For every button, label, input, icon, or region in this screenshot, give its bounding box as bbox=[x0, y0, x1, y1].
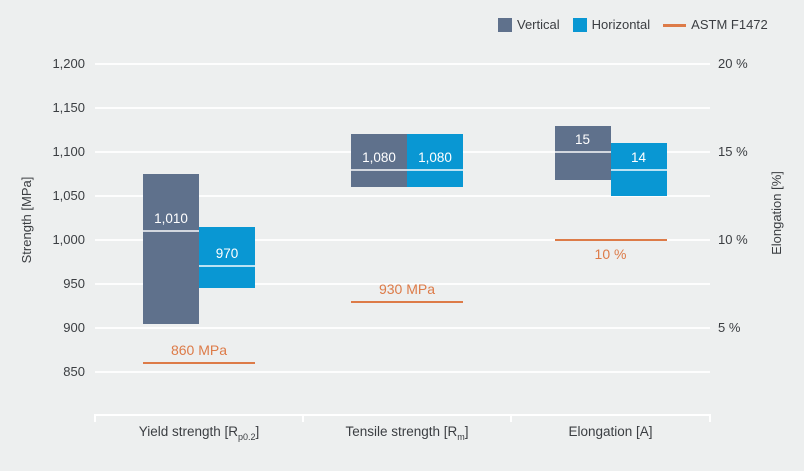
bar-value-label: 970 bbox=[215, 246, 239, 262]
right-axis-tick-label: 5 % bbox=[718, 320, 741, 335]
x-axis-line bbox=[95, 414, 710, 416]
y-axis-tick-label: 1,000 bbox=[52, 232, 85, 247]
y-axis-tick-label: 1,200 bbox=[52, 56, 85, 71]
category-tick bbox=[302, 414, 304, 422]
gridline bbox=[95, 371, 710, 373]
bar-horizontal-yield-strength bbox=[199, 226, 255, 289]
bar-mean-line bbox=[351, 168, 407, 171]
bar-mean-line bbox=[554, 151, 611, 153]
y-axis-tick-label: 1,050 bbox=[52, 188, 85, 203]
category-tick bbox=[709, 414, 711, 422]
elongation-axis-title: Elongation [%] bbox=[769, 171, 784, 255]
legend-item-vertical: Vertical bbox=[498, 18, 560, 32]
reference-line-label: 860 MPa bbox=[170, 342, 228, 359]
bar-value-label: 1,080 bbox=[362, 149, 396, 165]
reference-line bbox=[143, 362, 255, 365]
category-label-tensile-strength: Tensile strength [Rm] bbox=[345, 424, 469, 442]
y-axis-tick-label: 1,150 bbox=[52, 100, 85, 115]
reference-line bbox=[554, 239, 667, 241]
category-tick bbox=[510, 414, 512, 422]
gridline bbox=[95, 283, 710, 285]
bar-mean-line bbox=[199, 265, 255, 268]
gridline bbox=[95, 107, 710, 109]
reference-line bbox=[351, 300, 463, 303]
vertical-series-swatch bbox=[498, 18, 512, 32]
bar-value-label: 14 bbox=[630, 149, 647, 165]
right-axis-tick-label: 10 % bbox=[718, 232, 748, 247]
right-axis-tick-label: 15 % bbox=[718, 144, 748, 159]
right-axis-tick-label: 20 % bbox=[718, 56, 748, 71]
gridline bbox=[95, 63, 710, 65]
bar-mean-line bbox=[407, 168, 463, 171]
legend-label: Horizontal bbox=[591, 17, 651, 32]
legend-label: Vertical bbox=[517, 17, 560, 32]
bar-vertical-yield-strength bbox=[143, 174, 199, 324]
y-axis-tick-label: 1,100 bbox=[52, 144, 85, 159]
y-axis-tick-label: 950 bbox=[63, 276, 85, 291]
legend-item-horizontal: Horizontal bbox=[572, 17, 651, 32]
legend-item-astm-f1472: ASTM F1472 bbox=[663, 18, 768, 32]
gridline bbox=[95, 327, 710, 329]
horizontal-series-swatch bbox=[572, 18, 587, 32]
category-label-elongation: Elongation [A] bbox=[568, 424, 653, 439]
legend-label: ASTM F1472 bbox=[691, 17, 768, 32]
reference-line-label: 930 MPa bbox=[378, 280, 436, 297]
y-axis-tick-label: 850 bbox=[63, 364, 85, 379]
bar-mean-line bbox=[143, 230, 199, 233]
bar-value-label: 1,010 bbox=[154, 211, 188, 227]
reference-line-label: 10 % bbox=[594, 246, 627, 262]
bar-mean-line bbox=[610, 168, 667, 171]
category-tick bbox=[94, 414, 96, 422]
bar-value-label: 15 bbox=[574, 132, 591, 147]
strength-axis-title: Strength [MPa] bbox=[19, 176, 34, 264]
category-label-yield-strength: Yield strength [Rp0.2] bbox=[138, 424, 260, 442]
chart-legend: Vertical Horizontal ASTM F1472 bbox=[498, 18, 768, 32]
gridline bbox=[95, 239, 710, 241]
bar-value-label: 1,080 bbox=[418, 149, 452, 165]
y-axis-tick-label: 900 bbox=[63, 320, 85, 335]
gridline bbox=[95, 195, 710, 197]
bar-horizontal-tensile-strength bbox=[407, 134, 463, 188]
astm-reference-line-swatch bbox=[663, 23, 687, 27]
bar-vertical-tensile-strength bbox=[351, 134, 407, 188]
